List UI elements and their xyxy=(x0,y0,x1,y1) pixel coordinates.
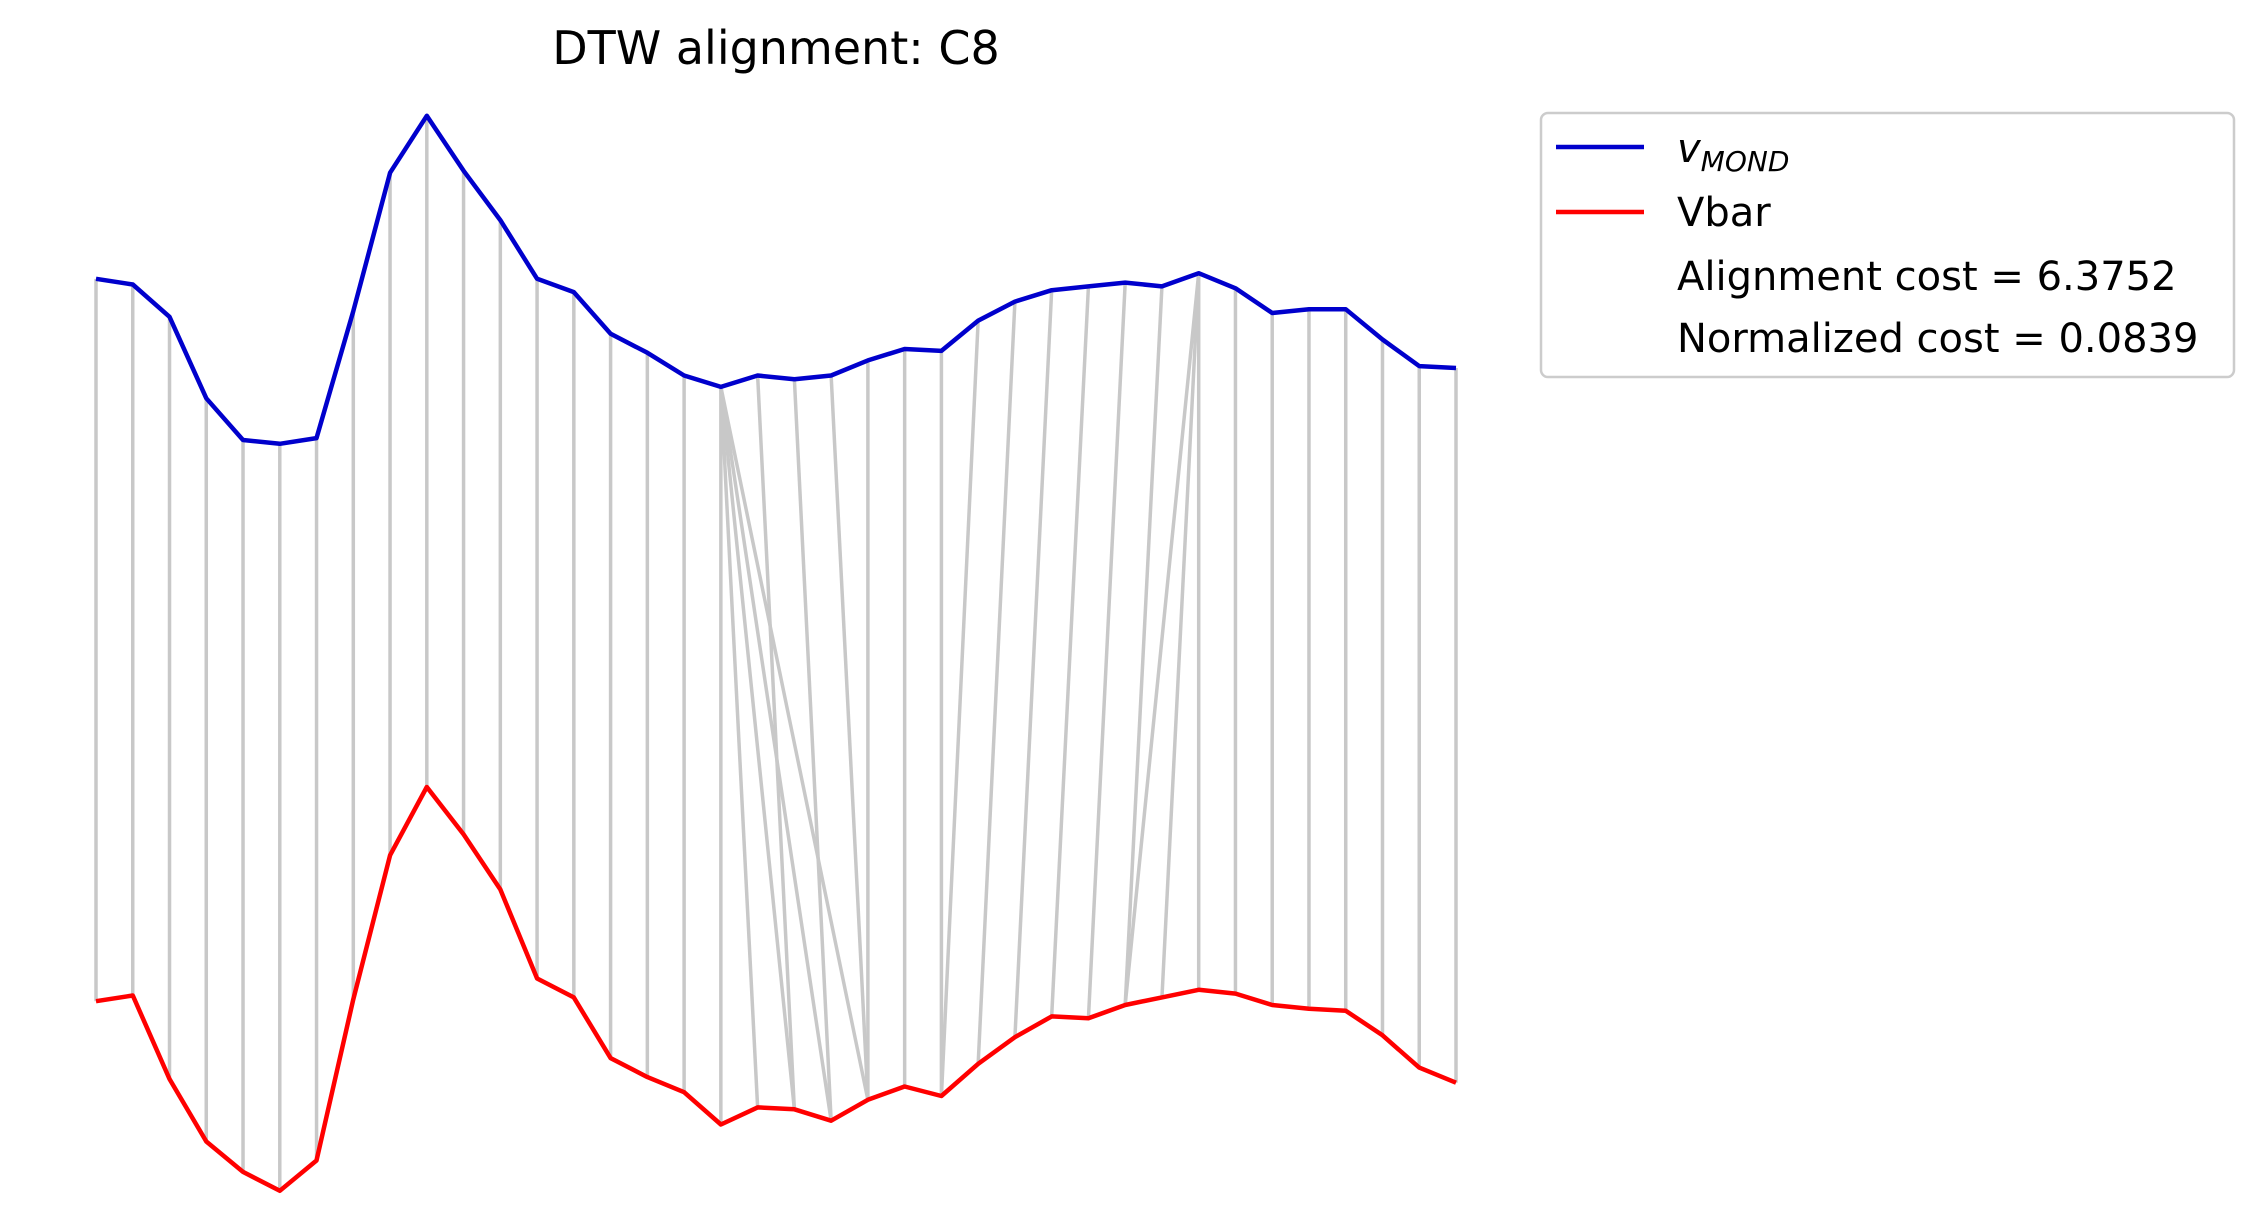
legend-alignment-cost: Alignment cost = 6.3752 xyxy=(1677,254,2177,300)
alignment-connector xyxy=(1013,290,1054,1038)
alignment-connector xyxy=(939,320,980,1097)
alignment-connector xyxy=(1086,282,1127,1019)
legend-label-vmond: vMOND xyxy=(1677,126,1789,178)
legend-label-vbar: Vbar xyxy=(1677,190,1771,236)
legend-frame xyxy=(1539,111,2236,379)
series-line-vbar xyxy=(95,784,1457,1194)
series-lines xyxy=(95,113,1457,1194)
alignment-connector xyxy=(792,379,833,1121)
alignment-connector xyxy=(1049,286,1091,1017)
series-line-vmond xyxy=(95,113,1457,447)
alignment-connectors xyxy=(94,115,1458,1191)
alignment-connector xyxy=(1123,272,1201,1006)
legend-normalized-cost: Normalized cost = 0.0839 xyxy=(1677,316,2198,362)
legend-label-vmond-main: v xyxy=(1677,126,1702,172)
legend-label-vmond-subscript: MOND xyxy=(1701,145,1790,178)
alignment-connector xyxy=(1123,286,1164,1006)
alignment-connector xyxy=(719,386,760,1108)
alignment-connector xyxy=(719,386,870,1101)
alignment-connector xyxy=(1160,273,1201,998)
alignment-connector xyxy=(976,301,1017,1064)
alignment-connector xyxy=(829,375,870,1100)
legend: vMOND Vbar Alignment cost = 6.3752 Norma… xyxy=(1539,111,2236,379)
alignment-connector xyxy=(719,386,797,1110)
chart-title: DTW alignment: C8 xyxy=(552,21,1000,75)
alignment-connector xyxy=(755,375,797,1110)
